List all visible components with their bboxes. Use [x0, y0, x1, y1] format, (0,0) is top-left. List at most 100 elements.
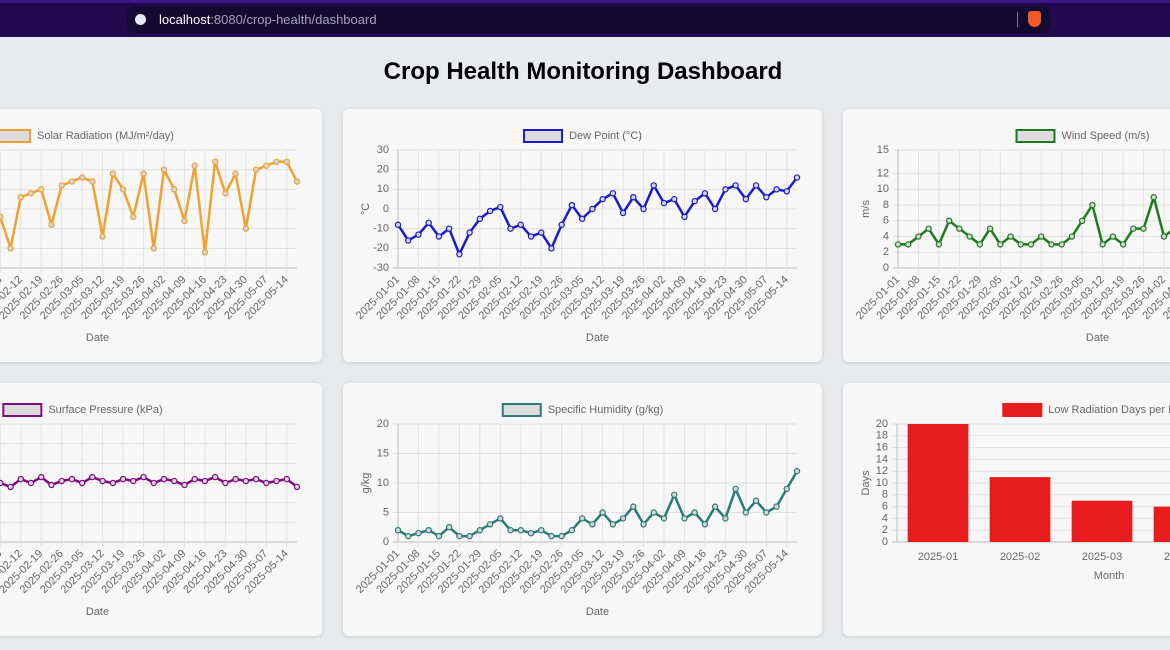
- x-axis-title: Month: [1094, 570, 1125, 582]
- legend-item: Low Radiation Days per Month: [1002, 403, 1170, 417]
- point: [415, 231, 422, 238]
- point: [456, 532, 463, 540]
- x-tick-label: 2025-04: [1164, 551, 1170, 563]
- point: [711, 205, 719, 213]
- point: [273, 477, 280, 485]
- point: [640, 521, 647, 528]
- site-info-icon[interactable]: [135, 14, 146, 25]
- point: [160, 166, 168, 173]
- point: [394, 221, 402, 228]
- point: [538, 229, 545, 236]
- point: [681, 213, 688, 221]
- point: [394, 526, 402, 534]
- point: [997, 241, 1004, 248]
- point: [27, 190, 35, 197]
- point: [222, 479, 229, 487]
- y-tick-label: 4: [883, 230, 889, 242]
- point: [558, 221, 565, 228]
- point: [263, 162, 270, 169]
- point: [905, 241, 912, 248]
- legend-label: Dew Point (°C): [569, 130, 642, 142]
- chart: 024681012152025-01-012025-01-082025-01-1…: [854, 129, 1170, 344]
- point: [1089, 201, 1096, 209]
- point: [68, 178, 76, 185]
- y-tick-label: -30: [373, 262, 389, 274]
- point: [405, 532, 412, 540]
- legend-item: Solar Radiation (MJ/m²/day): [0, 129, 174, 143]
- x-axis-title: Date: [86, 332, 109, 344]
- point: [17, 193, 24, 201]
- x-tick-label: 2025-02: [1000, 551, 1040, 563]
- point: [1078, 217, 1086, 225]
- point: [1130, 225, 1137, 232]
- point: [609, 190, 617, 197]
- chart: 0510152025302025-01-012025-01-082025-01-…: [0, 129, 301, 344]
- point: [517, 526, 524, 534]
- point: [497, 203, 504, 211]
- point: [1027, 241, 1035, 248]
- point: [211, 158, 219, 166]
- point: [568, 526, 576, 534]
- legend-swatch: [1015, 129, 1056, 143]
- point: [752, 497, 760, 504]
- point: [283, 475, 290, 483]
- y-tick-label: 10: [876, 477, 888, 489]
- point: [558, 532, 565, 540]
- y-tick-label: 14: [876, 453, 888, 465]
- point: [171, 477, 178, 485]
- legend-label: Wind Speed (m/s): [1061, 130, 1149, 142]
- point: [405, 237, 412, 244]
- point: [232, 475, 239, 483]
- y-tick-label: 2: [882, 524, 888, 536]
- point: [445, 225, 453, 232]
- point: [1099, 241, 1106, 248]
- legend-swatch: [0, 129, 32, 143]
- point: [466, 229, 473, 236]
- point: [222, 190, 229, 197]
- point: [476, 526, 484, 534]
- point: [701, 521, 709, 528]
- y-tick-label: 0: [383, 203, 389, 215]
- point: [201, 477, 209, 485]
- point: [1109, 233, 1117, 240]
- point: [935, 241, 943, 248]
- point: [722, 515, 729, 522]
- point: [68, 475, 76, 483]
- point: [38, 473, 45, 481]
- point: [671, 491, 678, 499]
- point: [660, 515, 668, 522]
- y-tick-label: 5: [383, 506, 389, 518]
- point: [445, 524, 453, 531]
- bar: [1071, 500, 1133, 542]
- point: [1150, 193, 1157, 201]
- point: [742, 195, 750, 203]
- y-tick-label: 15: [377, 447, 389, 459]
- point: [211, 473, 219, 481]
- point: [181, 481, 188, 489]
- shields-icon[interactable]: [1028, 11, 1041, 27]
- address-bar[interactable]: localhost:8080/crop-health/dashboard: [127, 6, 1050, 33]
- point: [140, 473, 147, 481]
- url-path: :8080/crop-health/dashboard: [210, 12, 377, 27]
- point: [150, 245, 157, 252]
- y-tick-label: 18: [876, 430, 888, 442]
- point: [466, 532, 473, 540]
- point: [435, 233, 443, 240]
- point: [273, 158, 280, 166]
- point: [58, 477, 65, 485]
- point: [232, 170, 239, 177]
- browser-bar: localhost:8080/crop-health/dashboard: [0, 0, 1170, 37]
- y-tick-label: 10: [877, 183, 889, 195]
- point: [793, 467, 801, 475]
- separator: [1017, 12, 1018, 27]
- point: [619, 209, 627, 217]
- point: [630, 193, 637, 201]
- point: [711, 503, 719, 510]
- y-axis-title: Days: [860, 470, 872, 496]
- legend-swatch: [523, 129, 564, 143]
- point: [650, 182, 657, 189]
- point: [956, 225, 963, 232]
